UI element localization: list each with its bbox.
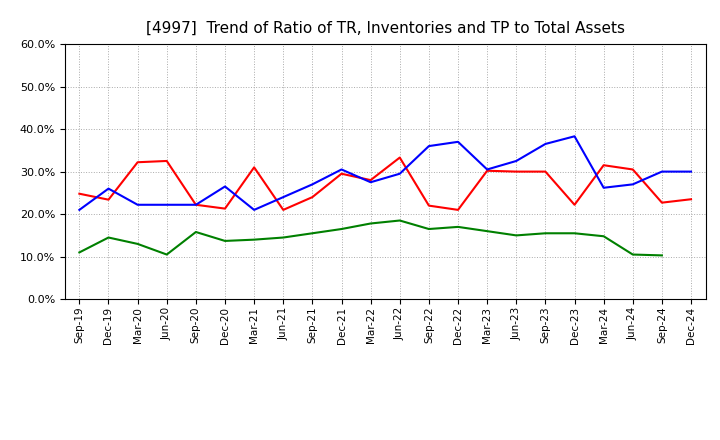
Trade Receivables bbox=[483, 168, 492, 173]
Inventories bbox=[454, 139, 462, 144]
Trade Payables bbox=[75, 250, 84, 255]
Inventories bbox=[279, 194, 287, 200]
Inventories bbox=[541, 141, 550, 147]
Trade Receivables bbox=[163, 158, 171, 164]
Trade Payables bbox=[337, 226, 346, 231]
Inventories bbox=[337, 167, 346, 172]
Inventories bbox=[104, 186, 113, 191]
Trade Payables bbox=[395, 218, 404, 223]
Inventories bbox=[512, 158, 521, 164]
Trade Payables bbox=[279, 235, 287, 240]
Inventories bbox=[657, 169, 666, 174]
Title: [4997]  Trend of Ratio of TR, Inventories and TP to Total Assets: [4997] Trend of Ratio of TR, Inventories… bbox=[145, 21, 625, 36]
Trade Receivables bbox=[250, 165, 258, 170]
Inventories bbox=[366, 180, 375, 185]
Trade Receivables bbox=[192, 202, 200, 207]
Inventories bbox=[250, 207, 258, 213]
Trade Receivables bbox=[687, 197, 696, 202]
Inventories bbox=[425, 143, 433, 149]
Trade Receivables bbox=[279, 207, 287, 213]
Trade Receivables bbox=[337, 171, 346, 176]
Inventories bbox=[395, 171, 404, 176]
Trade Receivables bbox=[395, 155, 404, 160]
Trade Payables bbox=[133, 241, 142, 246]
Line: Inventories: Inventories bbox=[79, 136, 691, 210]
Trade Receivables bbox=[366, 177, 375, 183]
Trade Receivables bbox=[657, 200, 666, 205]
Trade Payables bbox=[192, 229, 200, 235]
Inventories bbox=[308, 182, 317, 187]
Inventories bbox=[599, 185, 608, 191]
Trade Receivables bbox=[425, 203, 433, 208]
Trade Payables bbox=[657, 253, 666, 258]
Inventories bbox=[687, 169, 696, 174]
Trade Payables bbox=[629, 252, 637, 257]
Trade Payables bbox=[512, 233, 521, 238]
Trade Receivables bbox=[220, 206, 229, 211]
Trade Receivables bbox=[599, 162, 608, 168]
Trade Receivables bbox=[541, 169, 550, 174]
Trade Payables bbox=[425, 226, 433, 231]
Trade Payables bbox=[308, 231, 317, 236]
Trade Receivables bbox=[75, 191, 84, 196]
Trade Receivables bbox=[570, 202, 579, 207]
Inventories bbox=[483, 167, 492, 172]
Line: Trade Receivables: Trade Receivables bbox=[79, 158, 691, 210]
Inventories bbox=[192, 202, 200, 207]
Trade Receivables bbox=[454, 207, 462, 213]
Trade Payables bbox=[163, 252, 171, 257]
Inventories bbox=[629, 182, 637, 187]
Trade Payables bbox=[483, 228, 492, 234]
Trade Payables bbox=[104, 235, 113, 240]
Trade Payables bbox=[366, 221, 375, 226]
Trade Payables bbox=[541, 231, 550, 236]
Trade Receivables bbox=[629, 167, 637, 172]
Trade Payables bbox=[570, 231, 579, 236]
Inventories bbox=[570, 134, 579, 139]
Inventories bbox=[133, 202, 142, 207]
Trade Receivables bbox=[512, 169, 521, 174]
Trade Payables bbox=[599, 234, 608, 239]
Inventories bbox=[163, 202, 171, 207]
Line: Trade Payables: Trade Payables bbox=[79, 220, 662, 255]
Trade Receivables bbox=[104, 197, 113, 202]
Trade Receivables bbox=[308, 194, 317, 200]
Trade Receivables bbox=[133, 160, 142, 165]
Trade Payables bbox=[220, 238, 229, 244]
Trade Payables bbox=[250, 237, 258, 242]
Trade Payables bbox=[454, 224, 462, 230]
Inventories bbox=[75, 207, 84, 213]
Inventories bbox=[220, 184, 229, 189]
